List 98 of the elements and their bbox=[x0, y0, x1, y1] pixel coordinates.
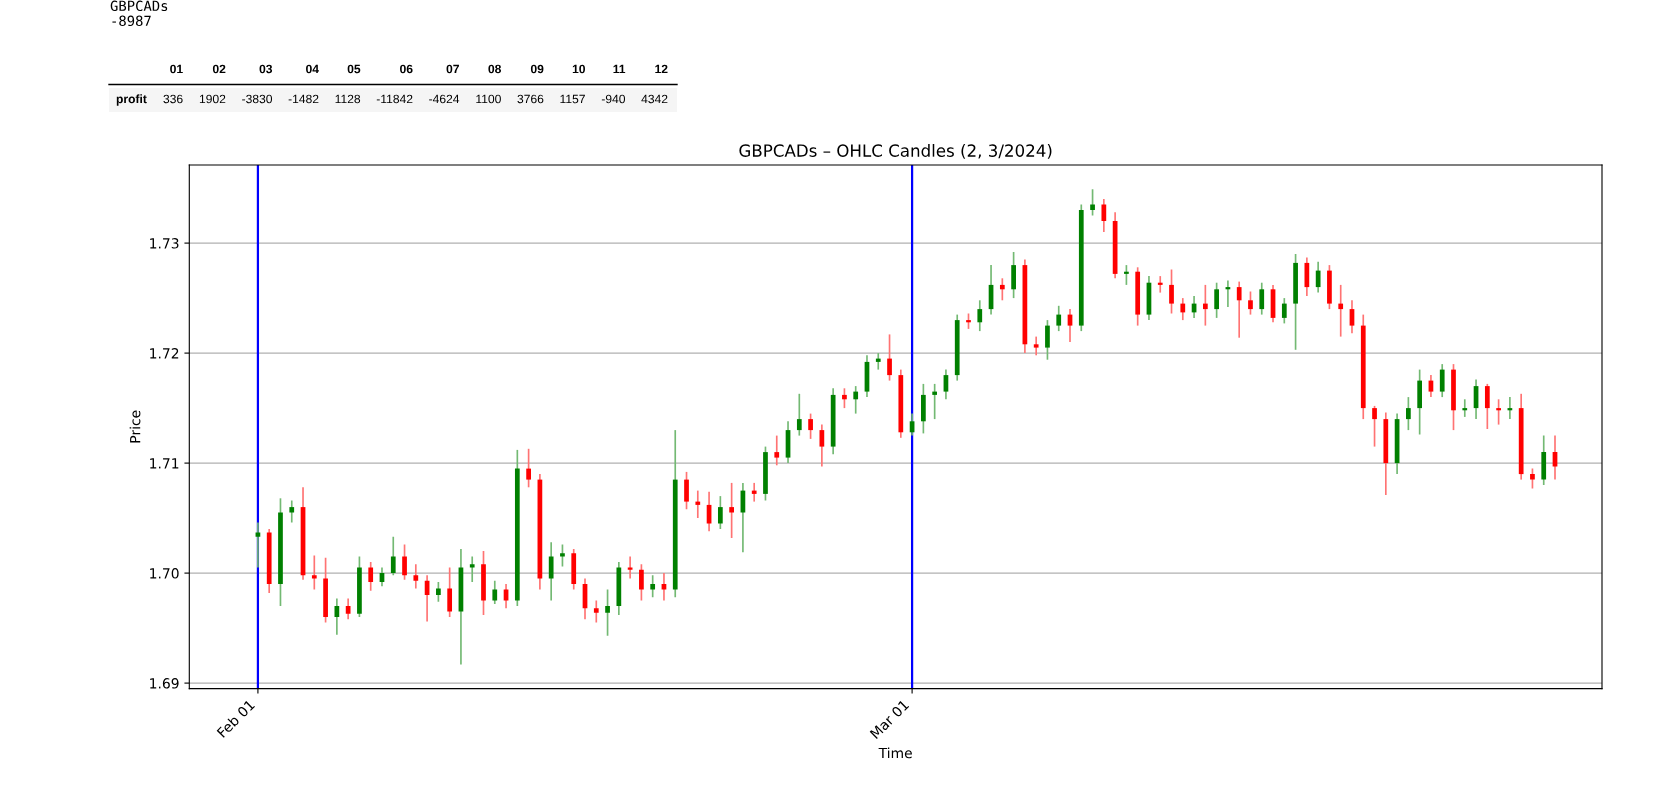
candlestick bbox=[492, 579, 498, 605]
text: profit bbox=[116, 94, 147, 106]
candlestick bbox=[390, 535, 396, 577]
candlestick bbox=[1180, 297, 1186, 321]
candlestick bbox=[1214, 281, 1219, 319]
text: -4624 bbox=[429, 94, 460, 104]
text: -11842 bbox=[376, 94, 413, 104]
candlestick bbox=[875, 352, 881, 371]
candlestick bbox=[639, 563, 644, 602]
candlestick bbox=[751, 482, 757, 503]
candlestick bbox=[1439, 363, 1445, 398]
candlestick bbox=[661, 572, 667, 602]
candlestick bbox=[413, 563, 419, 590]
y-tick-label: 1.71 bbox=[150, 458, 179, 469]
text: 03 bbox=[259, 64, 273, 74]
candlestick bbox=[1248, 290, 1253, 316]
text: 06 bbox=[400, 64, 413, 74]
x-tick-label: Mar 01 bbox=[869, 699, 910, 740]
text: 1100 bbox=[476, 94, 501, 104]
x-axis-title: Time bbox=[878, 747, 912, 759]
candlestick bbox=[334, 597, 340, 636]
candlestick bbox=[1124, 264, 1129, 286]
text: -3830 bbox=[242, 94, 273, 104]
text: -8987 bbox=[112, 15, 151, 27]
candlestick bbox=[684, 471, 689, 511]
x-tick-label: Feb 01 bbox=[216, 699, 256, 738]
candlestick bbox=[1338, 284, 1344, 338]
candlestick bbox=[796, 392, 802, 437]
candlestick bbox=[1462, 398, 1468, 418]
candlestick bbox=[548, 541, 554, 602]
candlestick bbox=[819, 423, 825, 468]
y-axis-title: Price bbox=[129, 410, 141, 443]
text: 1902 bbox=[199, 94, 226, 104]
candlestick bbox=[560, 543, 565, 568]
candlestick bbox=[311, 554, 317, 591]
candlestick bbox=[1496, 398, 1501, 426]
candlestick bbox=[1202, 284, 1208, 327]
candlestick bbox=[1315, 260, 1321, 294]
candlestick bbox=[1259, 281, 1265, 316]
text: 3766 bbox=[517, 94, 544, 104]
text: 05 bbox=[347, 64, 361, 74]
text: -1482 bbox=[288, 94, 319, 104]
candlestick bbox=[402, 543, 407, 581]
candlestick bbox=[1372, 405, 1377, 448]
candlestick bbox=[1281, 297, 1287, 325]
candlestick bbox=[1484, 383, 1490, 430]
candlestick bbox=[695, 489, 701, 519]
text: 02 bbox=[212, 64, 226, 74]
candlestick bbox=[717, 495, 723, 530]
text: 09 bbox=[530, 64, 544, 74]
candlestick bbox=[1157, 275, 1163, 294]
text: 10 bbox=[572, 64, 586, 74]
text: 1157 bbox=[560, 94, 585, 104]
candlestick bbox=[887, 333, 892, 382]
candlestick bbox=[808, 412, 813, 440]
text: 12 bbox=[655, 64, 668, 74]
candlestick bbox=[999, 277, 1005, 302]
candlestick bbox=[1056, 304, 1062, 332]
text: 336 bbox=[163, 94, 183, 104]
candlestick bbox=[289, 499, 295, 524]
candlestick bbox=[729, 482, 734, 539]
candlestick bbox=[255, 521, 261, 569]
candlestick bbox=[1101, 198, 1107, 233]
y-tick-label: 1.70 bbox=[150, 568, 179, 579]
candlestick bbox=[774, 434, 780, 467]
candlestick bbox=[853, 385, 859, 415]
text: 4342 bbox=[641, 94, 668, 104]
candlestick bbox=[436, 581, 441, 603]
text: -940 bbox=[601, 94, 626, 104]
candlestick bbox=[1406, 396, 1411, 431]
candlestick bbox=[469, 555, 475, 583]
candlestick bbox=[1530, 467, 1535, 490]
y-tick-label: 1.69 bbox=[150, 678, 179, 689]
candlestick bbox=[605, 588, 610, 637]
chart-title: GBPCADs – OHLC Candles (2, 3/2024) bbox=[739, 144, 1052, 159]
candlestick bbox=[447, 566, 453, 618]
text: 04 bbox=[306, 64, 319, 74]
candlestick bbox=[526, 447, 531, 489]
candlestick bbox=[842, 387, 847, 409]
text: 01 bbox=[170, 64, 183, 74]
candlestick bbox=[1045, 319, 1050, 361]
y-tick-label: 1.72 bbox=[150, 348, 179, 359]
candlestick bbox=[932, 383, 938, 420]
text: 07 bbox=[446, 64, 459, 74]
candlestick bbox=[345, 597, 351, 621]
candlestick bbox=[1236, 280, 1242, 339]
candlestick bbox=[1090, 188, 1095, 217]
candlestick bbox=[650, 574, 656, 599]
candlestick bbox=[368, 561, 374, 592]
text: 08 bbox=[488, 64, 502, 74]
candlestick bbox=[977, 299, 983, 332]
text: GBPCADs bbox=[110, 0, 168, 12]
candlestick bbox=[1169, 268, 1174, 315]
text: 11 bbox=[613, 64, 626, 74]
candlestick bbox=[1033, 335, 1039, 357]
y-tick-label: 1.73 bbox=[150, 238, 179, 249]
text: 1128 bbox=[335, 94, 361, 104]
candlestick bbox=[593, 599, 599, 624]
